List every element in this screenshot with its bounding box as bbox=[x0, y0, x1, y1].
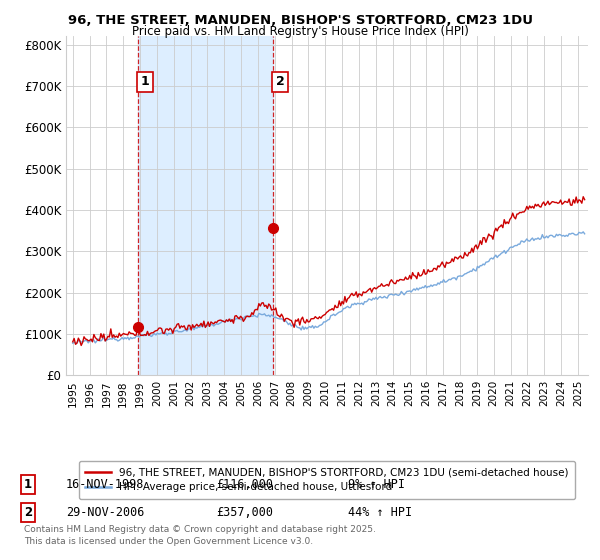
Text: 2: 2 bbox=[24, 506, 32, 519]
Text: 16-NOV-1998: 16-NOV-1998 bbox=[66, 478, 145, 491]
Text: 2: 2 bbox=[276, 76, 284, 88]
Text: 96, THE STREET, MANUDEN, BISHOP'S STORTFORD, CM23 1DU: 96, THE STREET, MANUDEN, BISHOP'S STORTF… bbox=[67, 14, 533, 27]
Text: Contains HM Land Registry data © Crown copyright and database right 2025.
This d: Contains HM Land Registry data © Crown c… bbox=[24, 525, 376, 546]
Text: £116,000: £116,000 bbox=[216, 478, 273, 491]
Text: 1: 1 bbox=[24, 478, 32, 491]
Text: £357,000: £357,000 bbox=[216, 506, 273, 519]
Text: 9% ↑ HPI: 9% ↑ HPI bbox=[348, 478, 405, 491]
Text: Price paid vs. HM Land Registry's House Price Index (HPI): Price paid vs. HM Land Registry's House … bbox=[131, 25, 469, 38]
Bar bbox=[138, 36, 273, 375]
Text: 44% ↑ HPI: 44% ↑ HPI bbox=[348, 506, 412, 519]
Legend: 96, THE STREET, MANUDEN, BISHOP'S STORTFORD, CM23 1DU (semi-detached house), HPI: 96, THE STREET, MANUDEN, BISHOP'S STORTF… bbox=[79, 461, 575, 499]
Text: 1: 1 bbox=[140, 76, 149, 88]
Text: 29-NOV-2006: 29-NOV-2006 bbox=[66, 506, 145, 519]
